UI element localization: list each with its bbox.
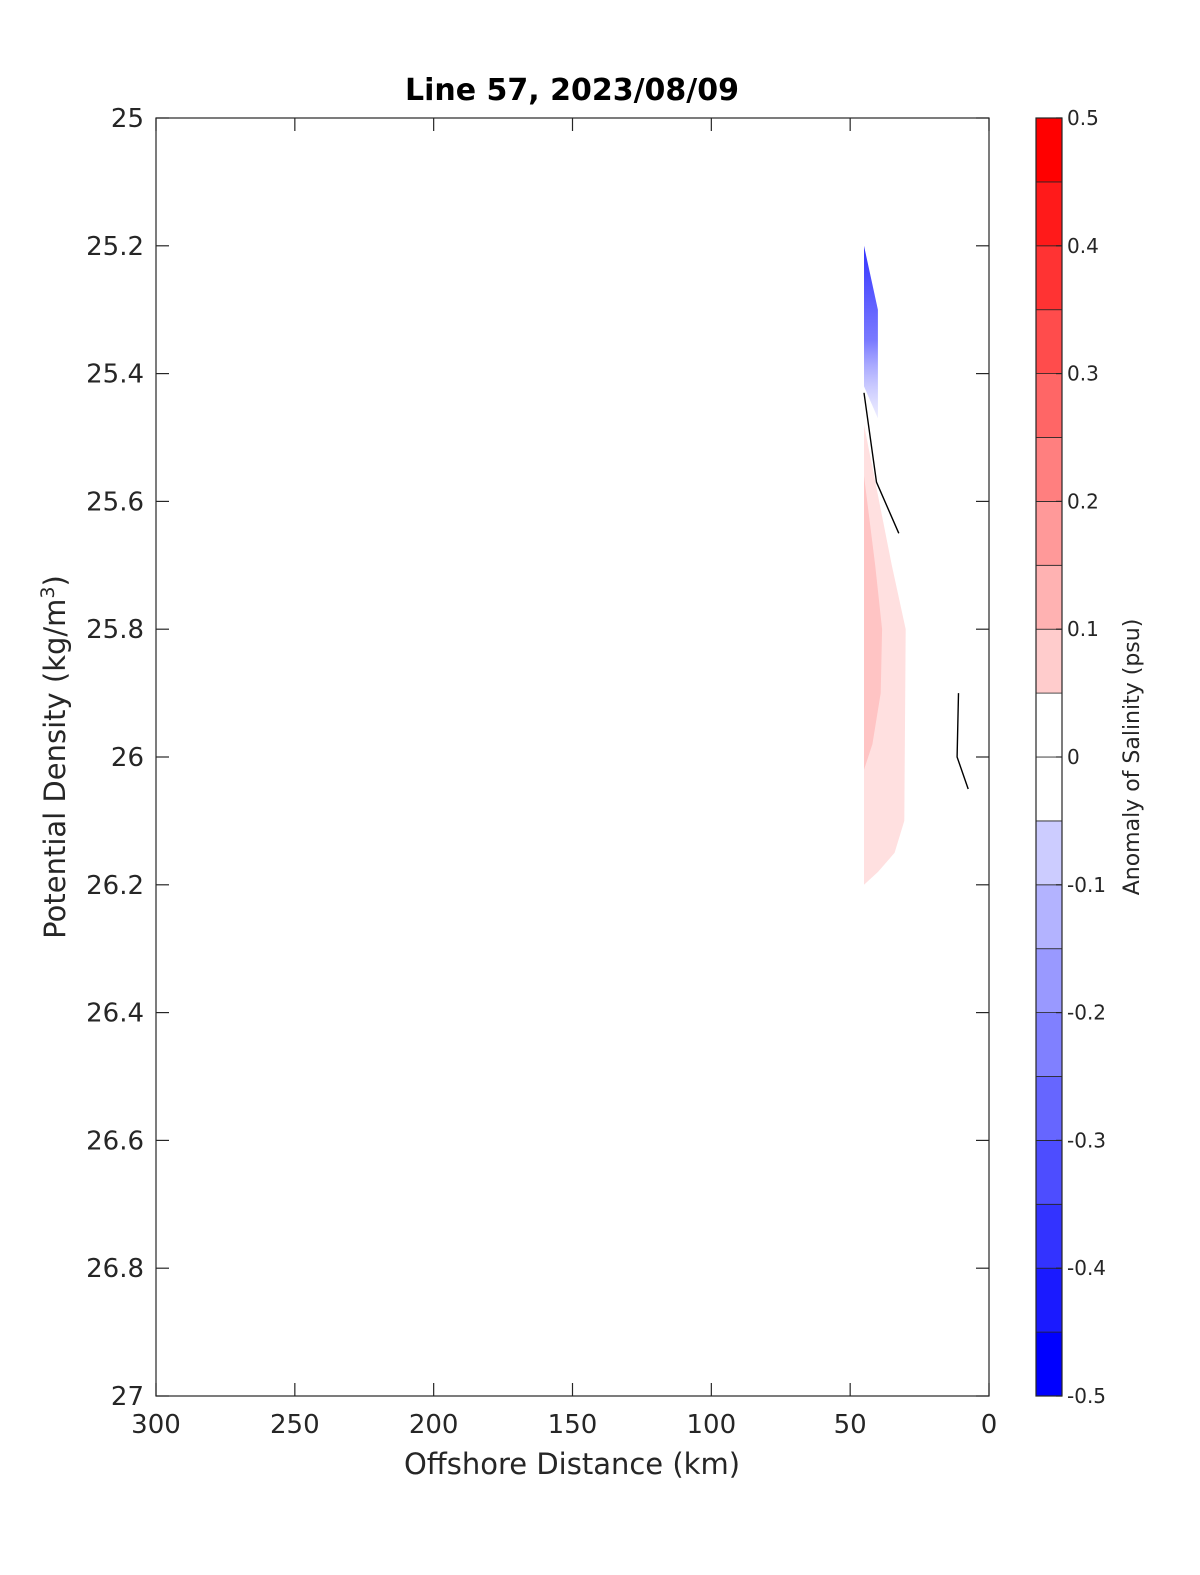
plot-background: [156, 118, 989, 1396]
chart-title: Line 57, 2023/08/09: [405, 73, 739, 108]
y-tick-label: 27: [111, 1382, 144, 1412]
anomaly-regions: [864, 245, 906, 885]
colorbar-band: [1035, 500, 1063, 566]
plot-area: 300 250 200 150 100 50 0 2525.225.425.625.8262…: [86, 104, 997, 1440]
x-tick-label: 250: [270, 1410, 320, 1440]
colorbar-tick-label: -0.1: [1067, 873, 1106, 897]
y-axis-label: Potential Density (kg/m3): [37, 575, 72, 939]
colorbar-tick-label: -0.2: [1067, 1001, 1106, 1025]
colorbar-band: [1035, 628, 1063, 694]
colorbar-ticks: 0.5 0.4 0.3 0.2 0.1 0 -0.1 -0.2 -0.3 -0.4 -0.5: [1056, 106, 1106, 1408]
colorbar-tick-label: -0.5: [1067, 1384, 1106, 1408]
y-axis-label-main: Potential Density (kg/m: [38, 599, 72, 939]
x-tick-label: 200: [409, 1410, 459, 1440]
y-axis-ticks: 25 25.2 25.4 25.6 25.8 26 26.2 26.4 26.6 26.8 27: [86, 104, 989, 1412]
colorbar-tick-label: 0.3: [1067, 362, 1099, 386]
colorbar-band: [1035, 1140, 1063, 1205]
colorbar-band: [1035, 564, 1063, 630]
x-axis-ticks: 300 250 200 150 100 50 0: [131, 118, 997, 1440]
contour-line-1: [863, 392, 900, 534]
contour-line-2: [956, 693, 969, 790]
colorbar-tick-label: 0: [1067, 745, 1080, 769]
colorbar-band: [1035, 756, 1063, 822]
x-axis-label: Offshore Distance (km): [404, 1447, 740, 1481]
colorbar-band: [1035, 948, 1063, 1014]
colorbar-band: [1035, 1267, 1063, 1333]
colorbar-band: [1035, 437, 1063, 502]
y-tick-label: 26.4: [86, 999, 144, 1029]
y-tick-label: 25.6: [86, 487, 144, 517]
colorbar: 0.5 0.4 0.3 0.2 0.1 0 -0.1 -0.2 -0.3 -0.4 -0.5: [1035, 106, 1106, 1408]
y-tick-label: 26.6: [86, 1126, 144, 1156]
y-tick-label: 25: [111, 104, 144, 134]
x-tick-label: 100: [687, 1410, 737, 1440]
y-tick-label: 26.2: [86, 871, 144, 901]
x-tick-label: 50: [834, 1410, 867, 1440]
colorbar-band: [1035, 117, 1063, 183]
colorbar-tick-label: -0.4: [1067, 1256, 1106, 1280]
colorbar-tick-label: 0.1: [1067, 617, 1099, 641]
x-tick-label: 150: [548, 1410, 598, 1440]
colorbar-bands: [1035, 117, 1063, 1397]
y-tick-label: 25.2: [86, 232, 144, 262]
y-axis-label-close: ): [38, 575, 72, 586]
colorbar-tick-label: 0.5: [1067, 106, 1099, 130]
colorbar-band: [1035, 1203, 1063, 1269]
y-axis-label-superscript: 3: [37, 586, 59, 598]
colorbar-band: [1035, 1076, 1063, 1141]
colorbar-band: [1035, 884, 1063, 950]
x-tick-label: 300: [131, 1410, 181, 1440]
colorbar-band: [1035, 1012, 1063, 1077]
colorbar-band: [1035, 373, 1063, 438]
colorbar-band: [1035, 181, 1063, 247]
colorbar-tick-label: -0.3: [1067, 1128, 1106, 1152]
colorbar-band: [1035, 692, 1063, 758]
colorbar-tick-label: 0.2: [1067, 489, 1099, 513]
negative-anomaly-patch: [864, 245, 878, 419]
colorbar-band: [1035, 820, 1063, 886]
positive-anomaly-inner: [864, 475, 883, 770]
x-tick-label: 0: [981, 1410, 998, 1440]
positive-anomaly-outer: [864, 424, 906, 885]
colorbar-tick-label: 0.4: [1067, 234, 1099, 258]
colorbar-band: [1035, 245, 1063, 311]
colorbar-band: [1035, 309, 1063, 375]
y-tick-label: 26.8: [86, 1254, 144, 1284]
y-tick-label: 26: [111, 743, 144, 773]
colorbar-label: Anomaly of Salinity (psu): [1120, 619, 1145, 896]
contour-lines: [863, 392, 969, 790]
y-tick-label: 25.8: [86, 615, 144, 645]
y-tick-label: 25.4: [86, 360, 144, 390]
colorbar-band: [1035, 1331, 1063, 1397]
